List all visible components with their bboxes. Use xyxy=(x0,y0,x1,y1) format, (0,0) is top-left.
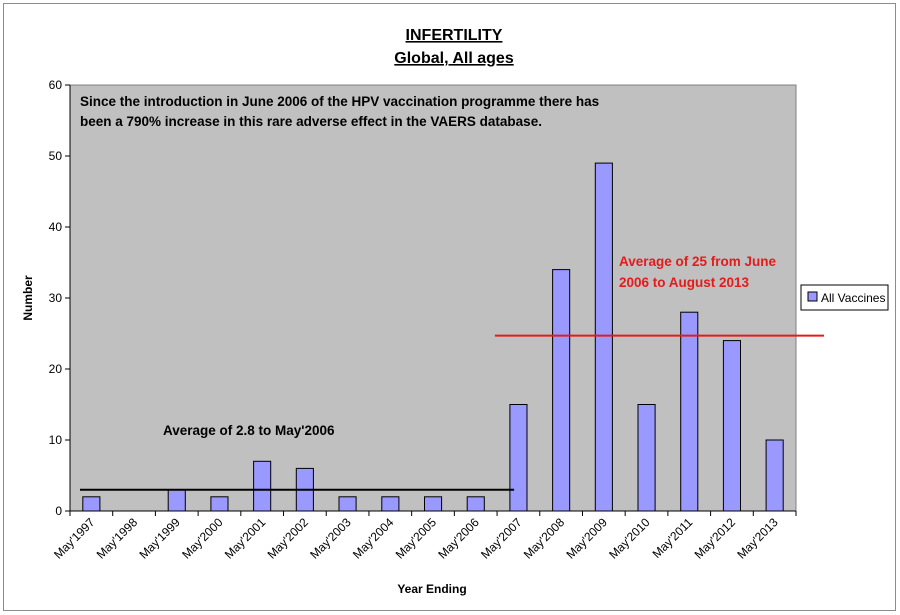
bar-May'2013 xyxy=(765,439,784,512)
bar-May'2004 xyxy=(381,496,400,512)
y-axis: 0 10 20 30 40 50 60 xyxy=(49,78,71,518)
x-tick-label-May'2004: May'2004 xyxy=(350,515,397,562)
annotation-line-1: Since the introduction in June 2006 of t… xyxy=(80,94,599,109)
x-axis-label: Year Ending xyxy=(397,582,466,596)
bar-May'2012 xyxy=(722,340,742,512)
y-axis-label: Number xyxy=(21,275,35,321)
x-tick-label-May'2013: May'2013 xyxy=(734,515,781,562)
chart-title: INFERTILITY xyxy=(406,27,503,44)
bar-May'2008 xyxy=(552,269,571,512)
plot-area xyxy=(69,84,797,512)
y-tick-label-60: 60 xyxy=(49,78,63,92)
bar-May'2000 xyxy=(210,496,229,512)
bar-May'2010 xyxy=(637,404,656,512)
bar-May'1997 xyxy=(82,496,101,512)
x-tick-label-May'2011: May'2011 xyxy=(650,515,696,561)
x-tick-label-May'2010: May'2010 xyxy=(606,515,653,562)
chart-subtitle: Global, All ages xyxy=(394,50,514,67)
y-tick-label-0: 0 xyxy=(55,504,62,518)
x-tick-label-May'2008: May'2008 xyxy=(521,515,568,562)
annotation-line-2: been a 790% increase in this rare advers… xyxy=(80,114,542,129)
legend-label: All Vaccines xyxy=(821,291,885,305)
x-tick-label-May'2001: May'2001 xyxy=(222,515,269,562)
y-tick-label-40: 40 xyxy=(49,220,63,234)
x-tick-label-May'1997: May'1997 xyxy=(51,515,98,562)
bar-May'2003 xyxy=(338,496,357,512)
x-tick-label-May'2002: May'2002 xyxy=(265,515,312,562)
x-tick-label-May'2000: May'2000 xyxy=(179,515,226,562)
reference-lines xyxy=(80,334,824,491)
bar-May'2007 xyxy=(509,404,528,512)
x-axis: May'1997May'1998May'1999May'2000May'2001… xyxy=(51,510,797,562)
y-tick-label-20: 20 xyxy=(49,362,63,376)
x-tick-label-May'2006: May'2006 xyxy=(435,515,482,562)
legend-swatch xyxy=(807,291,818,302)
bar-May'2009 xyxy=(594,162,613,512)
bar-May'2006 xyxy=(466,496,485,512)
x-tick-label-May'1998: May'1998 xyxy=(94,515,141,562)
x-tick-label-May'2012: May'2012 xyxy=(692,515,739,562)
y-tick-label-30: 30 xyxy=(49,291,63,305)
average-after-label-line-1: Average of 25 from June xyxy=(619,254,777,269)
x-tick-label-May'2007: May'2007 xyxy=(478,515,525,562)
x-tick-label-May'2009: May'2009 xyxy=(564,515,611,562)
y-tick-label-50: 50 xyxy=(49,149,63,163)
bar-May'2001 xyxy=(253,460,272,512)
average-before-label: Average of 2.8 to May'2006 xyxy=(163,423,335,438)
x-tick-label-May'1999: May'1999 xyxy=(136,515,183,562)
x-tick-label-May'2005: May'2005 xyxy=(393,515,440,562)
bar-May'2005 xyxy=(424,496,443,512)
average-after-label-line-2: 2006 to August 2013 xyxy=(619,275,750,290)
y-tick-label-10: 10 xyxy=(49,433,63,447)
x-tick-label-May'2003: May'2003 xyxy=(307,515,354,562)
bar-May'1999 xyxy=(167,489,186,512)
bar-May'2011 xyxy=(680,311,699,512)
